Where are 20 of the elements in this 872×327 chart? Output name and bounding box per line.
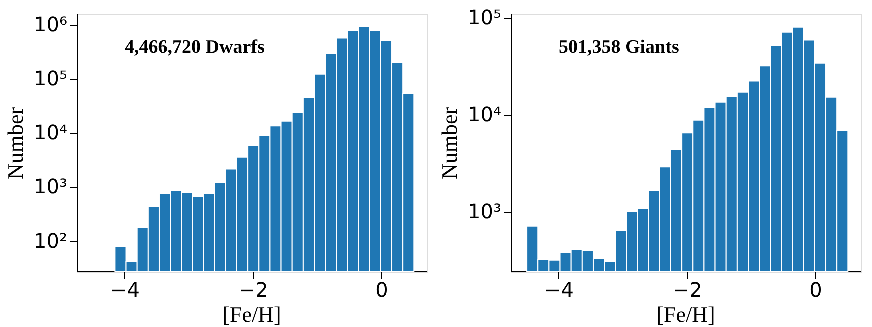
- x-tick-label: 0: [376, 278, 388, 302]
- y-tick-label: 10⁴: [468, 102, 502, 126]
- y-tick-label: 10²: [34, 228, 68, 253]
- x-axis-title: [Fe/H]: [656, 302, 716, 327]
- x-tick-label: −2: [238, 278, 268, 302]
- x-tick-label: −4: [544, 278, 574, 302]
- y-axis-title: Number: [3, 106, 28, 180]
- y-tick-label: 10³: [468, 199, 502, 224]
- x-axis-title: [Fe/H]: [222, 302, 282, 327]
- y-tick-label: 10³: [34, 174, 68, 199]
- y-tick-label: 10⁴: [34, 120, 68, 145]
- x-tick-label: 0: [810, 278, 822, 302]
- annotation: 501,358 Giants: [559, 37, 680, 58]
- y-tick-label: 10⁵: [34, 66, 68, 91]
- x-tick-label: −2: [672, 278, 702, 302]
- y-tick-label: 10⁶: [34, 12, 68, 37]
- y-tick-label: 10⁵: [468, 6, 502, 30]
- y-axis-title: Number: [437, 106, 462, 180]
- annotation: 4,466,720 Dwarfs: [125, 37, 265, 58]
- x-tick-label: −4: [110, 278, 140, 302]
